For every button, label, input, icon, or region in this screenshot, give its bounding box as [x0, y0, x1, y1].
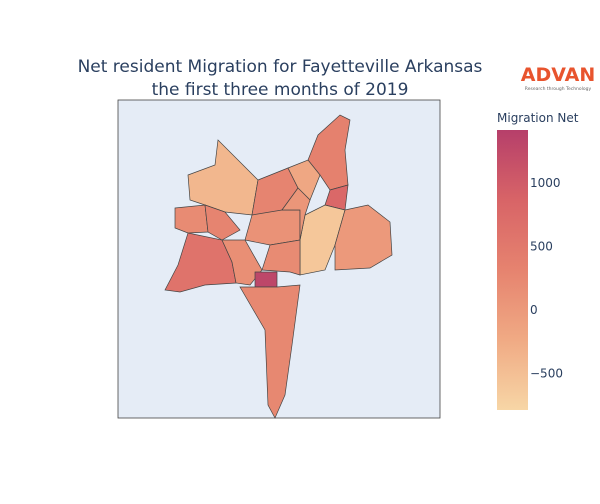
region — [287, 159, 321, 201]
colorbar-tick-label: 1000 — [530, 176, 561, 190]
logo-tagline: Research through Technology — [525, 86, 592, 92]
chart-title: Net resident Migration for Fayetteville … — [78, 57, 483, 77]
region — [307, 114, 351, 191]
colorbar-tick-label: −500 — [530, 366, 563, 380]
region — [221, 239, 263, 286]
colorbar-title: Migration Net — [497, 111, 579, 125]
colorbar-tick-label: 0 — [530, 303, 538, 317]
region — [239, 284, 301, 419]
colorbar — [497, 130, 528, 410]
logo: ADVAN — [521, 64, 596, 86]
region — [174, 204, 209, 234]
region — [261, 239, 301, 276]
region — [244, 209, 301, 246]
region — [334, 204, 393, 271]
chart-subtitle: the first three months of 2019 — [152, 80, 409, 100]
regions — [164, 114, 393, 419]
colorbar-tick-label: 500 — [530, 240, 553, 254]
region — [204, 204, 241, 241]
region — [281, 187, 311, 241]
region — [254, 271, 278, 288]
